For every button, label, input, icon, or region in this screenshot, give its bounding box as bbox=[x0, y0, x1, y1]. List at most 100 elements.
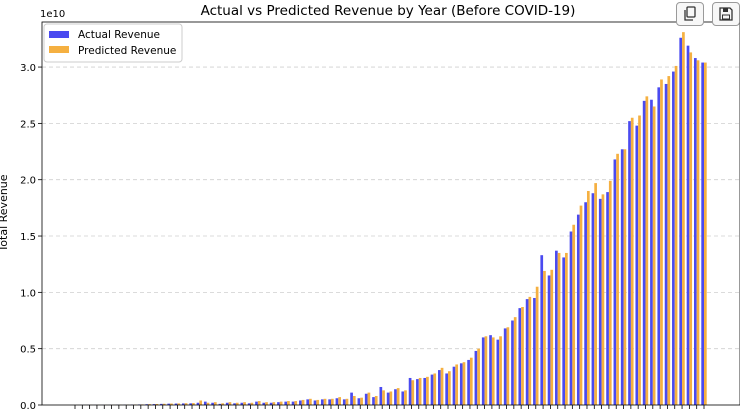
y-tick-label: 0.5 bbox=[20, 345, 36, 356]
x-ticks bbox=[74, 405, 705, 409]
bar-actual-revenue bbox=[679, 37, 683, 406]
bar-actual-revenue bbox=[423, 377, 427, 405]
bar-actual-revenue bbox=[430, 374, 434, 405]
bar-predicted-revenue bbox=[682, 32, 685, 405]
bar-actual-revenue bbox=[489, 335, 492, 405]
bar-actual-revenue bbox=[496, 339, 500, 405]
bar-actual-revenue bbox=[189, 403, 193, 405]
bar-actual-revenue bbox=[584, 202, 587, 405]
bar-predicted-revenue bbox=[572, 224, 576, 405]
bar-predicted-revenue bbox=[243, 402, 246, 405]
bar-predicted-revenue bbox=[491, 337, 495, 405]
bar-actual-revenue bbox=[255, 401, 258, 405]
bar-predicted-revenue bbox=[484, 336, 488, 405]
bar-predicted-revenue bbox=[272, 402, 276, 405]
bar-actual-revenue bbox=[576, 214, 580, 405]
bar-predicted-revenue bbox=[301, 399, 305, 405]
y-scale-label: 1e10 bbox=[40, 9, 65, 20]
bar-actual-revenue bbox=[467, 359, 470, 405]
bar-actual-revenue bbox=[284, 401, 288, 405]
bar-actual-revenue bbox=[203, 401, 207, 405]
bar-actual-revenue bbox=[620, 149, 624, 405]
bar-predicted-revenue bbox=[557, 252, 561, 405]
bar-actual-revenue bbox=[328, 399, 331, 405]
bar-predicted-revenue bbox=[162, 403, 166, 405]
bar-actual-revenue bbox=[606, 192, 609, 405]
bar-predicted-revenue bbox=[316, 399, 320, 405]
bar-predicted-revenue bbox=[616, 153, 619, 405]
bar-actual-revenue bbox=[657, 87, 661, 405]
bar-actual-revenue bbox=[693, 58, 697, 406]
bar-predicted-revenue bbox=[499, 336, 502, 405]
bar-predicted-revenue bbox=[645, 96, 649, 405]
bar-actual-revenue bbox=[533, 297, 536, 405]
bar-predicted-revenue bbox=[426, 376, 429, 405]
bar-predicted-revenue bbox=[250, 402, 254, 405]
copy-button[interactable] bbox=[676, 2, 704, 26]
bar-predicted-revenue bbox=[228, 402, 232, 405]
floppy-disk-icon bbox=[719, 7, 733, 21]
bar-actual-revenue bbox=[525, 299, 529, 405]
bar-predicted-revenue bbox=[543, 270, 546, 405]
bar-predicted-revenue bbox=[360, 397, 363, 405]
bar-actual-revenue bbox=[372, 397, 375, 405]
bar-predicted-revenue bbox=[608, 180, 612, 405]
bar-predicted-revenue bbox=[206, 402, 210, 405]
bar-predicted-revenue bbox=[513, 317, 517, 405]
bar-actual-revenue bbox=[350, 392, 353, 405]
y-tick-label: 1.0 bbox=[20, 288, 36, 299]
bar-predicted-revenue bbox=[155, 403, 159, 405]
bar-actual-revenue bbox=[342, 399, 346, 405]
bar-actual-revenue bbox=[686, 45, 690, 405]
bar-predicted-revenue bbox=[638, 115, 641, 405]
bar-predicted-revenue bbox=[287, 401, 290, 405]
bar-actual-revenue bbox=[269, 402, 273, 405]
bar-actual-revenue bbox=[211, 402, 214, 405]
plot-frame bbox=[41, 21, 740, 406]
bar-actual-revenue bbox=[613, 159, 617, 405]
bars-group bbox=[86, 32, 707, 406]
bar-predicted-revenue bbox=[374, 395, 378, 405]
bar-actual-revenue bbox=[247, 403, 251, 405]
bar-actual-revenue bbox=[598, 198, 602, 405]
bar-predicted-revenue bbox=[440, 367, 444, 405]
y-tick-label: 2.0 bbox=[20, 176, 36, 187]
bar-predicted-revenue bbox=[148, 404, 151, 405]
bar-actual-revenue bbox=[240, 402, 244, 405]
save-button[interactable] bbox=[712, 2, 740, 26]
bar-predicted-revenue bbox=[674, 65, 678, 406]
bar-actual-revenue bbox=[313, 400, 317, 405]
bar-predicted-revenue bbox=[404, 390, 407, 405]
bar-predicted-revenue bbox=[294, 401, 298, 405]
bar-actual-revenue bbox=[196, 402, 200, 405]
copy-icon bbox=[684, 6, 696, 21]
bar-predicted-revenue bbox=[652, 106, 656, 406]
bar-predicted-revenue bbox=[257, 401, 261, 405]
y-tick-label: 2.5 bbox=[20, 119, 36, 130]
bar-predicted-revenue bbox=[433, 373, 437, 405]
bar-predicted-revenue bbox=[594, 183, 597, 405]
bar-actual-revenue bbox=[152, 404, 156, 405]
bar-predicted-revenue bbox=[477, 348, 480, 405]
bar-predicted-revenue bbox=[345, 398, 349, 405]
bar-predicted-revenue bbox=[184, 403, 188, 405]
bar-predicted-revenue bbox=[309, 398, 312, 405]
bar-actual-revenue bbox=[642, 100, 646, 405]
bar-predicted-revenue bbox=[521, 307, 524, 405]
bar-actual-revenue bbox=[540, 255, 544, 405]
bar-actual-revenue bbox=[401, 391, 405, 405]
bar-predicted-revenue bbox=[448, 371, 451, 405]
bar-predicted-revenue bbox=[455, 364, 459, 405]
bar-actual-revenue bbox=[262, 402, 266, 405]
bar-predicted-revenue bbox=[221, 403, 224, 405]
bar-actual-revenue bbox=[459, 363, 463, 405]
bar-predicted-revenue bbox=[279, 401, 283, 405]
bar-predicted-revenue bbox=[389, 391, 393, 405]
bar-actual-revenue bbox=[306, 399, 310, 405]
bar-actual-revenue bbox=[233, 403, 236, 405]
bar-predicted-revenue bbox=[667, 76, 671, 405]
bar-actual-revenue bbox=[438, 370, 441, 405]
y-axis-label: Total Revenue bbox=[0, 174, 10, 252]
legend-label-predicted: Predicted Revenue bbox=[78, 45, 176, 57]
